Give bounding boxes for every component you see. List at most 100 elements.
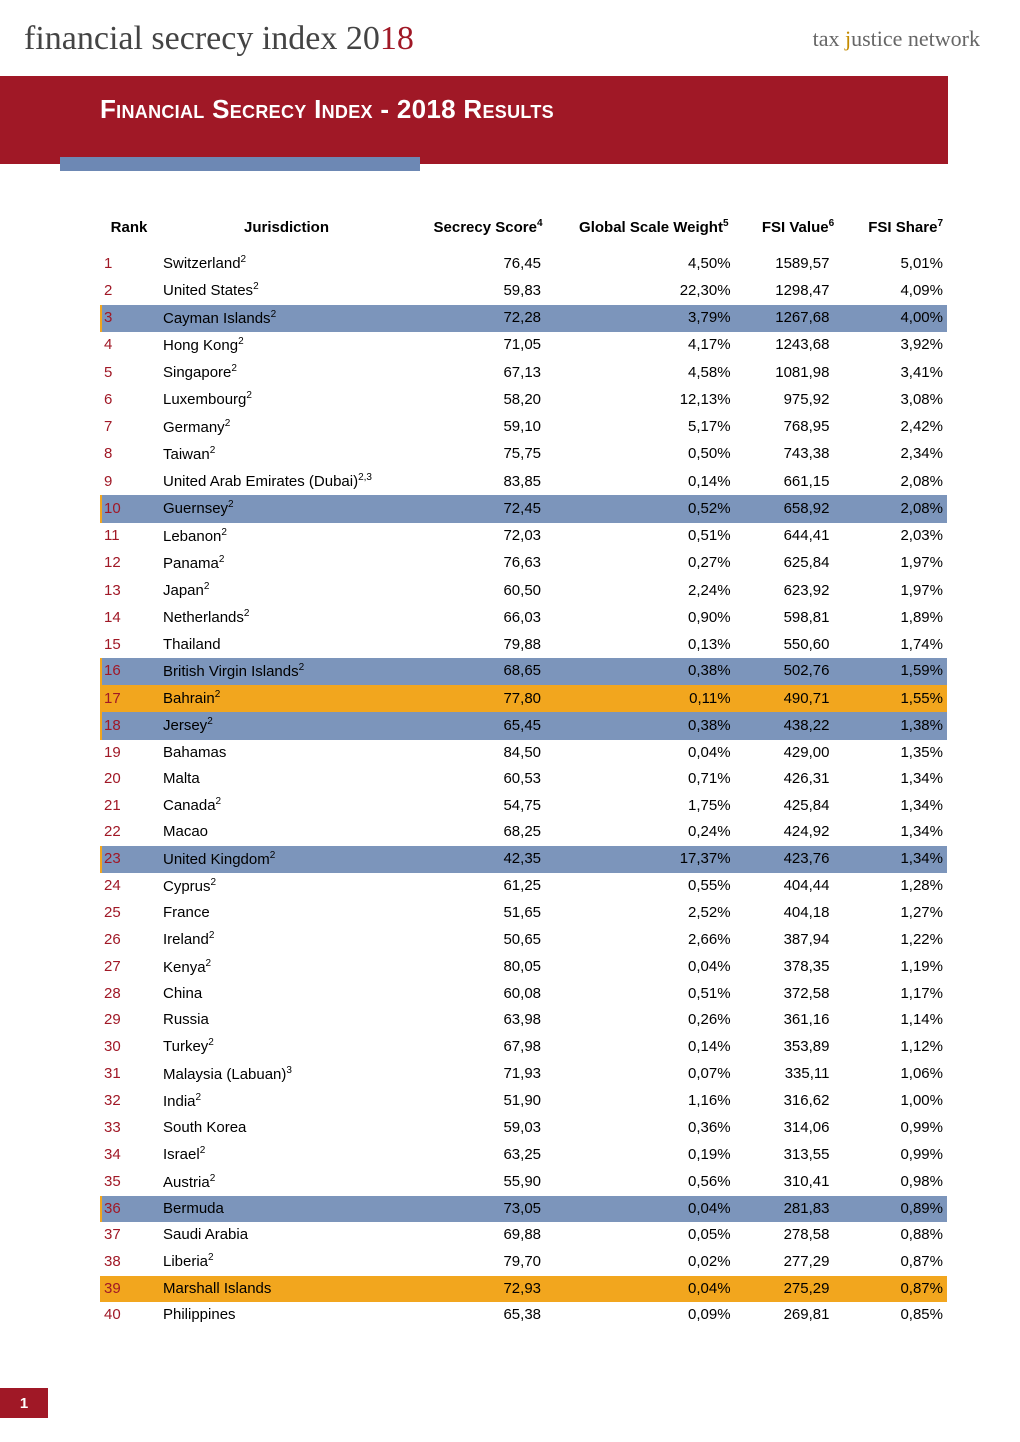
jurisdiction-name: British Virgin Islands bbox=[163, 663, 299, 680]
brand-name: tax justice network bbox=[813, 26, 980, 52]
cell-weight: 0,38% bbox=[559, 658, 749, 685]
cell-score: 61,25 bbox=[417, 873, 559, 900]
cell-score: 72,45 bbox=[417, 495, 559, 522]
cell-score: 80,05 bbox=[417, 954, 559, 981]
cell-jurisdiction: Ireland2 bbox=[157, 926, 417, 953]
cell-share: 1,38% bbox=[847, 712, 947, 739]
cell-score: 76,63 bbox=[417, 550, 559, 577]
cell-value: 310,41 bbox=[749, 1169, 848, 1196]
cell-rank: 32 bbox=[101, 1088, 157, 1115]
cell-rank: 15 bbox=[101, 632, 157, 658]
cell-rank: 9 bbox=[101, 468, 157, 495]
cell-share: 1,89% bbox=[847, 604, 947, 631]
cell-value: 598,81 bbox=[749, 604, 848, 631]
cell-jurisdiction: British Virgin Islands2 bbox=[157, 658, 417, 685]
cell-share: 0,99% bbox=[847, 1115, 947, 1141]
col-fsi-value: FSI Value6 bbox=[749, 214, 848, 250]
title-suffix: 18 bbox=[380, 20, 414, 57]
table-body: 1Switzerland276,454,50%1589,575,01%2Unit… bbox=[101, 250, 947, 1328]
cell-share: 1,35% bbox=[847, 740, 947, 766]
table-row: 6Luxembourg258,2012,13%975,923,08% bbox=[101, 386, 947, 413]
cell-weight: 0,11% bbox=[559, 685, 749, 712]
jurisdiction-name: Israel bbox=[163, 1146, 200, 1163]
cell-score: 77,80 bbox=[417, 685, 559, 712]
jurisdiction-sup: 2 bbox=[207, 716, 213, 727]
cell-rank: 22 bbox=[101, 819, 157, 845]
cell-weight: 0,04% bbox=[559, 740, 749, 766]
cell-rank: 4 bbox=[101, 332, 157, 359]
cell-score: 60,08 bbox=[417, 981, 559, 1007]
cell-weight: 0,04% bbox=[559, 954, 749, 981]
col-secrecy-label: Secrecy Score bbox=[434, 219, 537, 236]
table-row: 22Macao68,250,24%424,921,34% bbox=[101, 819, 947, 845]
jurisdiction-name: Canada bbox=[163, 797, 216, 814]
cell-share: 1,34% bbox=[847, 819, 947, 845]
jurisdiction-sup: 2 bbox=[253, 281, 259, 292]
cell-value: 313,55 bbox=[749, 1141, 848, 1168]
jurisdiction-name: Jersey bbox=[163, 717, 207, 734]
cell-value: 550,60 bbox=[749, 632, 848, 658]
jurisdiction-name: Marshall Islands bbox=[163, 1280, 271, 1297]
cell-weight: 22,30% bbox=[559, 277, 749, 304]
col-secrecy-score: Secrecy Score4 bbox=[417, 214, 559, 250]
cell-value: 768,95 bbox=[749, 414, 848, 441]
cell-share: 2,08% bbox=[847, 495, 947, 522]
cell-weight: 12,13% bbox=[559, 386, 749, 413]
cell-rank: 16 bbox=[101, 658, 157, 685]
cell-value: 975,92 bbox=[749, 386, 848, 413]
jurisdiction-sup: 2 bbox=[208, 1252, 214, 1263]
cell-value: 625,84 bbox=[749, 550, 848, 577]
cell-rank: 5 bbox=[101, 359, 157, 386]
cell-weight: 0,36% bbox=[559, 1115, 749, 1141]
cell-jurisdiction: Switzerland2 bbox=[157, 250, 417, 277]
cell-jurisdiction: Marshall Islands bbox=[157, 1276, 417, 1302]
cell-value: 353,89 bbox=[749, 1033, 848, 1060]
cell-share: 1,55% bbox=[847, 685, 947, 712]
cell-weight: 4,17% bbox=[559, 332, 749, 359]
jurisdiction-sup: 2 bbox=[241, 254, 247, 265]
cell-rank: 35 bbox=[101, 1169, 157, 1196]
cell-weight: 0,38% bbox=[559, 712, 749, 739]
table-row: 20Malta60,530,71%426,311,34% bbox=[101, 766, 947, 792]
jurisdiction-name: India bbox=[163, 1093, 196, 1110]
col-scale-label: Global Scale Weight bbox=[579, 219, 723, 236]
cell-value: 1243,68 bbox=[749, 332, 848, 359]
jurisdiction-name: Thailand bbox=[163, 636, 221, 653]
cell-share: 1,59% bbox=[847, 658, 947, 685]
jurisdiction-sup: 2 bbox=[206, 958, 212, 969]
jurisdiction-sup: 2 bbox=[219, 554, 225, 565]
cell-score: 51,65 bbox=[417, 900, 559, 926]
banner-red: Financial Secrecy Index - 2018 Results bbox=[0, 76, 948, 164]
jurisdiction-sup: 2 bbox=[210, 1173, 216, 1184]
cell-rank: 31 bbox=[101, 1061, 157, 1088]
cell-rank: 21 bbox=[101, 792, 157, 819]
cell-score: 60,50 bbox=[417, 577, 559, 604]
cell-rank: 2 bbox=[101, 277, 157, 304]
cell-jurisdiction: Japan2 bbox=[157, 577, 417, 604]
jurisdiction-name: Panama bbox=[163, 555, 219, 572]
cell-value: 378,35 bbox=[749, 954, 848, 981]
cell-jurisdiction: Panama2 bbox=[157, 550, 417, 577]
table-row: 9United Arab Emirates (Dubai)2,383,850,1… bbox=[101, 468, 947, 495]
table-row: 27Kenya280,050,04%378,351,19% bbox=[101, 954, 947, 981]
cell-value: 275,29 bbox=[749, 1276, 848, 1302]
table-row: 30Turkey267,980,14%353,891,12% bbox=[101, 1033, 947, 1060]
cell-share: 1,14% bbox=[847, 1007, 947, 1033]
jurisdiction-name: Cayman Islands bbox=[163, 310, 271, 327]
cell-jurisdiction: Saudi Arabia bbox=[157, 1222, 417, 1248]
cell-score: 79,70 bbox=[417, 1248, 559, 1275]
table-row: 13Japan260,502,24%623,921,97% bbox=[101, 577, 947, 604]
cell-value: 372,58 bbox=[749, 981, 848, 1007]
jurisdiction-name: United States bbox=[163, 282, 253, 299]
cell-jurisdiction: Guernsey2 bbox=[157, 495, 417, 522]
cell-weight: 0,05% bbox=[559, 1222, 749, 1248]
cell-share: 2,08% bbox=[847, 468, 947, 495]
cell-jurisdiction: India2 bbox=[157, 1088, 417, 1115]
cell-share: 1,06% bbox=[847, 1061, 947, 1088]
cell-value: 658,92 bbox=[749, 495, 848, 522]
banner-underline bbox=[60, 157, 420, 171]
cell-score: 71,93 bbox=[417, 1061, 559, 1088]
table-row: 31Malaysia (Labuan)371,930,07%335,111,06… bbox=[101, 1061, 947, 1088]
cell-value: 387,94 bbox=[749, 926, 848, 953]
jurisdiction-name: Bahamas bbox=[163, 744, 226, 761]
